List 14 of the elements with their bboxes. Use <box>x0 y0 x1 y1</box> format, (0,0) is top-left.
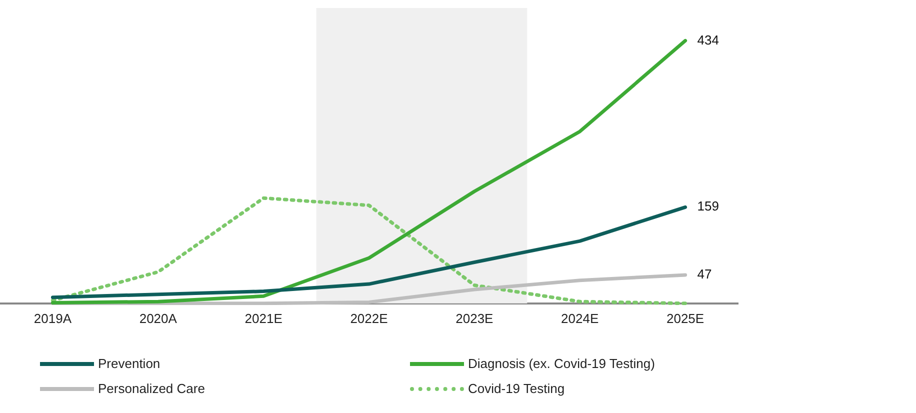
x-tick-label: 2020A <box>139 310 178 326</box>
data-label: 159 <box>697 198 719 214</box>
x-tick-label: 2023E <box>456 310 494 326</box>
data-label: 47 <box>697 266 712 282</box>
legend-label: Prevention <box>98 356 160 371</box>
x-tick-label: 2022E <box>350 310 388 326</box>
data-label: 434 <box>697 32 719 48</box>
legend-label: Personalized Care <box>98 381 205 396</box>
x-tick-label: 2025E <box>666 310 704 326</box>
x-tick-label: 2021E <box>244 310 283 326</box>
x-tick-label: 2019A <box>34 310 72 326</box>
legend-label: Covid-19 Testing <box>468 381 565 396</box>
x-tick-label: 2024E <box>561 310 599 326</box>
legend-label: Diagnosis (ex. Covid-19 Testing) <box>468 356 655 371</box>
